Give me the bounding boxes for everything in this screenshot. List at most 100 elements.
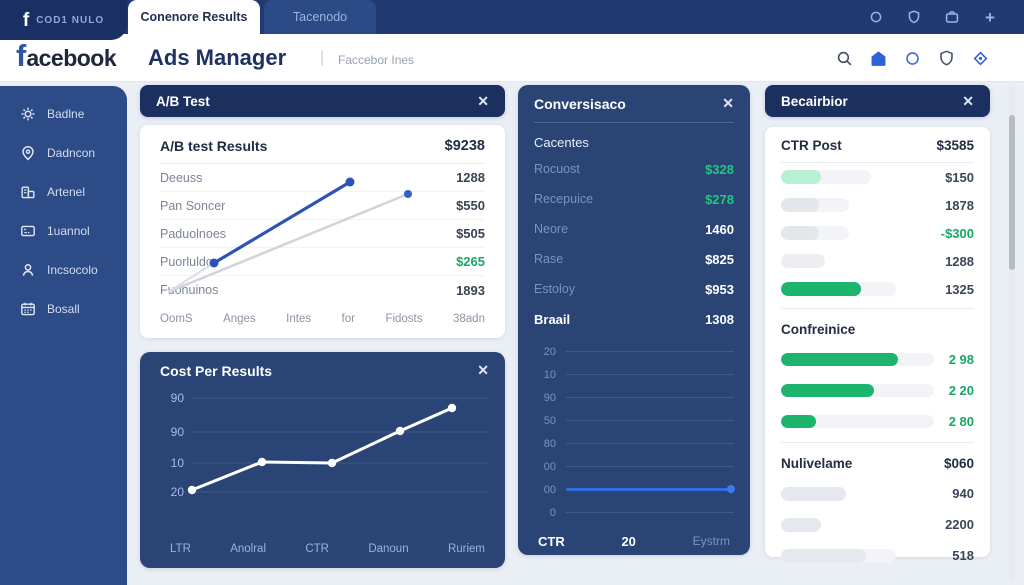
progress-bar	[781, 170, 871, 184]
home-icon[interactable]	[869, 49, 888, 68]
axis-row: 0	[534, 501, 734, 524]
circle-icon[interactable]	[868, 9, 884, 25]
table-row[interactable]: Deeuss 1288	[160, 164, 485, 192]
metric-row[interactable]: 518	[781, 540, 974, 571]
conversions-footer: CTR 20 Eystrm	[534, 524, 734, 558]
list-item[interactable]: Rase $825	[534, 244, 734, 274]
row-label: Pan Soncer	[160, 198, 226, 213]
briefcase-icon[interactable]	[944, 9, 960, 25]
metric-row[interactable]: 1325	[781, 275, 974, 303]
search-icon[interactable]	[835, 49, 854, 68]
ctr-post-header: CTR Post $3585	[781, 129, 974, 163]
confreinice-header: Confreinice	[781, 314, 974, 344]
sidebar-item-label: Bosall	[47, 301, 80, 316]
divider	[781, 308, 974, 309]
close-button[interactable]: ✕	[477, 362, 489, 378]
sidebar-item-dadncon[interactable]: Dadncon	[0, 133, 127, 172]
tab-conenore-results[interactable]: Conenore Results	[128, 0, 260, 34]
row-label: Estoloy	[534, 282, 575, 296]
metric-row[interactable]: 2 20	[781, 375, 974, 406]
progress-bar	[781, 198, 849, 212]
nulivelome-header: Nulivelame $060	[781, 448, 974, 478]
page-title: Ads Manager	[148, 45, 287, 70]
y-axis-label: 10	[170, 456, 184, 470]
progress-bar	[781, 517, 821, 532]
progress-bar	[781, 486, 846, 501]
list-item[interactable]: Rocuost $328	[534, 154, 734, 184]
sidebar-item-badlne[interactable]: Badlne	[0, 94, 127, 133]
facebook-brand[interactable]: f acebook	[16, 38, 117, 73]
ab-test-panel-title: A/B Test	[156, 93, 210, 109]
sidebar-item-1uannol[interactable]: 1uannol	[0, 211, 127, 250]
close-button[interactable]: ✕	[962, 92, 974, 109]
section-title: Confreinice	[781, 321, 856, 337]
sidebar-item-label: Badlne	[47, 106, 85, 121]
row-value: 2 80	[948, 414, 974, 429]
list-item[interactable]: Neore 1460	[534, 214, 734, 244]
metric-row[interactable]: -$300	[781, 219, 974, 247]
facebook-f-icon: f	[22, 9, 30, 31]
metric-row[interactable]: 2200	[781, 509, 974, 540]
row-value: $825	[705, 251, 734, 267]
divider	[781, 442, 974, 443]
building-icon	[19, 183, 37, 201]
progress-bar	[781, 226, 849, 240]
row-value: $550	[456, 198, 485, 213]
tab-tacenodo[interactable]: Tacenodo	[264, 0, 376, 34]
row-value: $278	[705, 191, 734, 207]
shield-icon[interactable]	[906, 9, 922, 25]
sidebar-item-incsocolo[interactable]: Incsocolo	[0, 250, 127, 289]
table-row[interactable]: Pan Soncer $550	[160, 192, 485, 220]
app-header: f acebook Ads Manager | Faccebor Ines	[0, 34, 1024, 82]
cost-x-axis: LTR Anolral CTR Danoun Ruriem	[170, 543, 485, 555]
row-label: Deeuss	[160, 170, 203, 185]
cost-card-title: Cost Per Results	[160, 362, 273, 379]
table-row[interactable]: Fuohuinos 1893	[160, 276, 485, 304]
scrollbar-thumb[interactable]	[1009, 115, 1015, 270]
metric-row[interactable]: $150	[781, 163, 974, 191]
axis-row: 80	[534, 432, 734, 455]
conversions-title: Conversisaco	[534, 95, 626, 112]
close-button[interactable]: ✕	[722, 95, 734, 111]
x-axis-label: Anolral	[230, 543, 267, 555]
metric-row[interactable]: 940	[781, 478, 974, 509]
row-value: 2200	[945, 517, 974, 532]
card-icon	[19, 222, 37, 240]
sidebar-item-label: Incsocolo	[47, 262, 98, 277]
row-value: $265	[456, 254, 485, 269]
axis-label: 80	[543, 437, 556, 450]
cost-line-chart	[187, 397, 488, 495]
section-title: CTR Post	[781, 138, 842, 153]
axis-row-active: 00	[534, 478, 735, 501]
metric-row[interactable]: 2 80	[781, 406, 974, 437]
ab-card-title: A/B test Results	[160, 138, 268, 154]
metric-row[interactable]: 2 98	[781, 344, 974, 375]
diamond-icon[interactable]	[971, 49, 990, 68]
table-row[interactable]: Puorluldo $265	[160, 248, 485, 276]
topbar-icon-group: +	[868, 0, 998, 34]
list-item[interactable]: Estoloy $953	[534, 274, 734, 304]
metric-row[interactable]: 1878	[781, 191, 974, 219]
plus-icon[interactable]: +	[985, 7, 995, 27]
circle-icon[interactable]	[903, 49, 922, 68]
shield-icon[interactable]	[937, 49, 956, 68]
footer-label: 38adn	[452, 312, 485, 325]
progress-bar	[781, 353, 934, 366]
row-label: Braail	[534, 311, 571, 327]
section-title: Nulivelame	[781, 455, 853, 471]
sidebar-item-artenel[interactable]: Artenel	[0, 172, 127, 211]
list-item[interactable]: Braail 1308	[534, 304, 734, 334]
metric-row[interactable]: 1288	[781, 247, 974, 275]
calendar-icon	[19, 300, 37, 318]
footer-label: OomS	[160, 312, 193, 325]
list-item[interactable]: Recepuice $278	[534, 184, 734, 214]
close-button[interactable]: ✕	[477, 92, 489, 109]
table-row[interactable]: Paduolnoes $505	[160, 220, 485, 248]
app-logo[interactable]: f COD1 NULO	[0, 0, 127, 40]
sidebar-item-bosall[interactable]: Bosall	[0, 289, 127, 328]
row-value: -$300	[940, 225, 974, 241]
sidebar-item-label: Artenel	[47, 184, 86, 199]
brand-f: f	[16, 38, 27, 73]
footer-label: Anges	[223, 312, 256, 325]
